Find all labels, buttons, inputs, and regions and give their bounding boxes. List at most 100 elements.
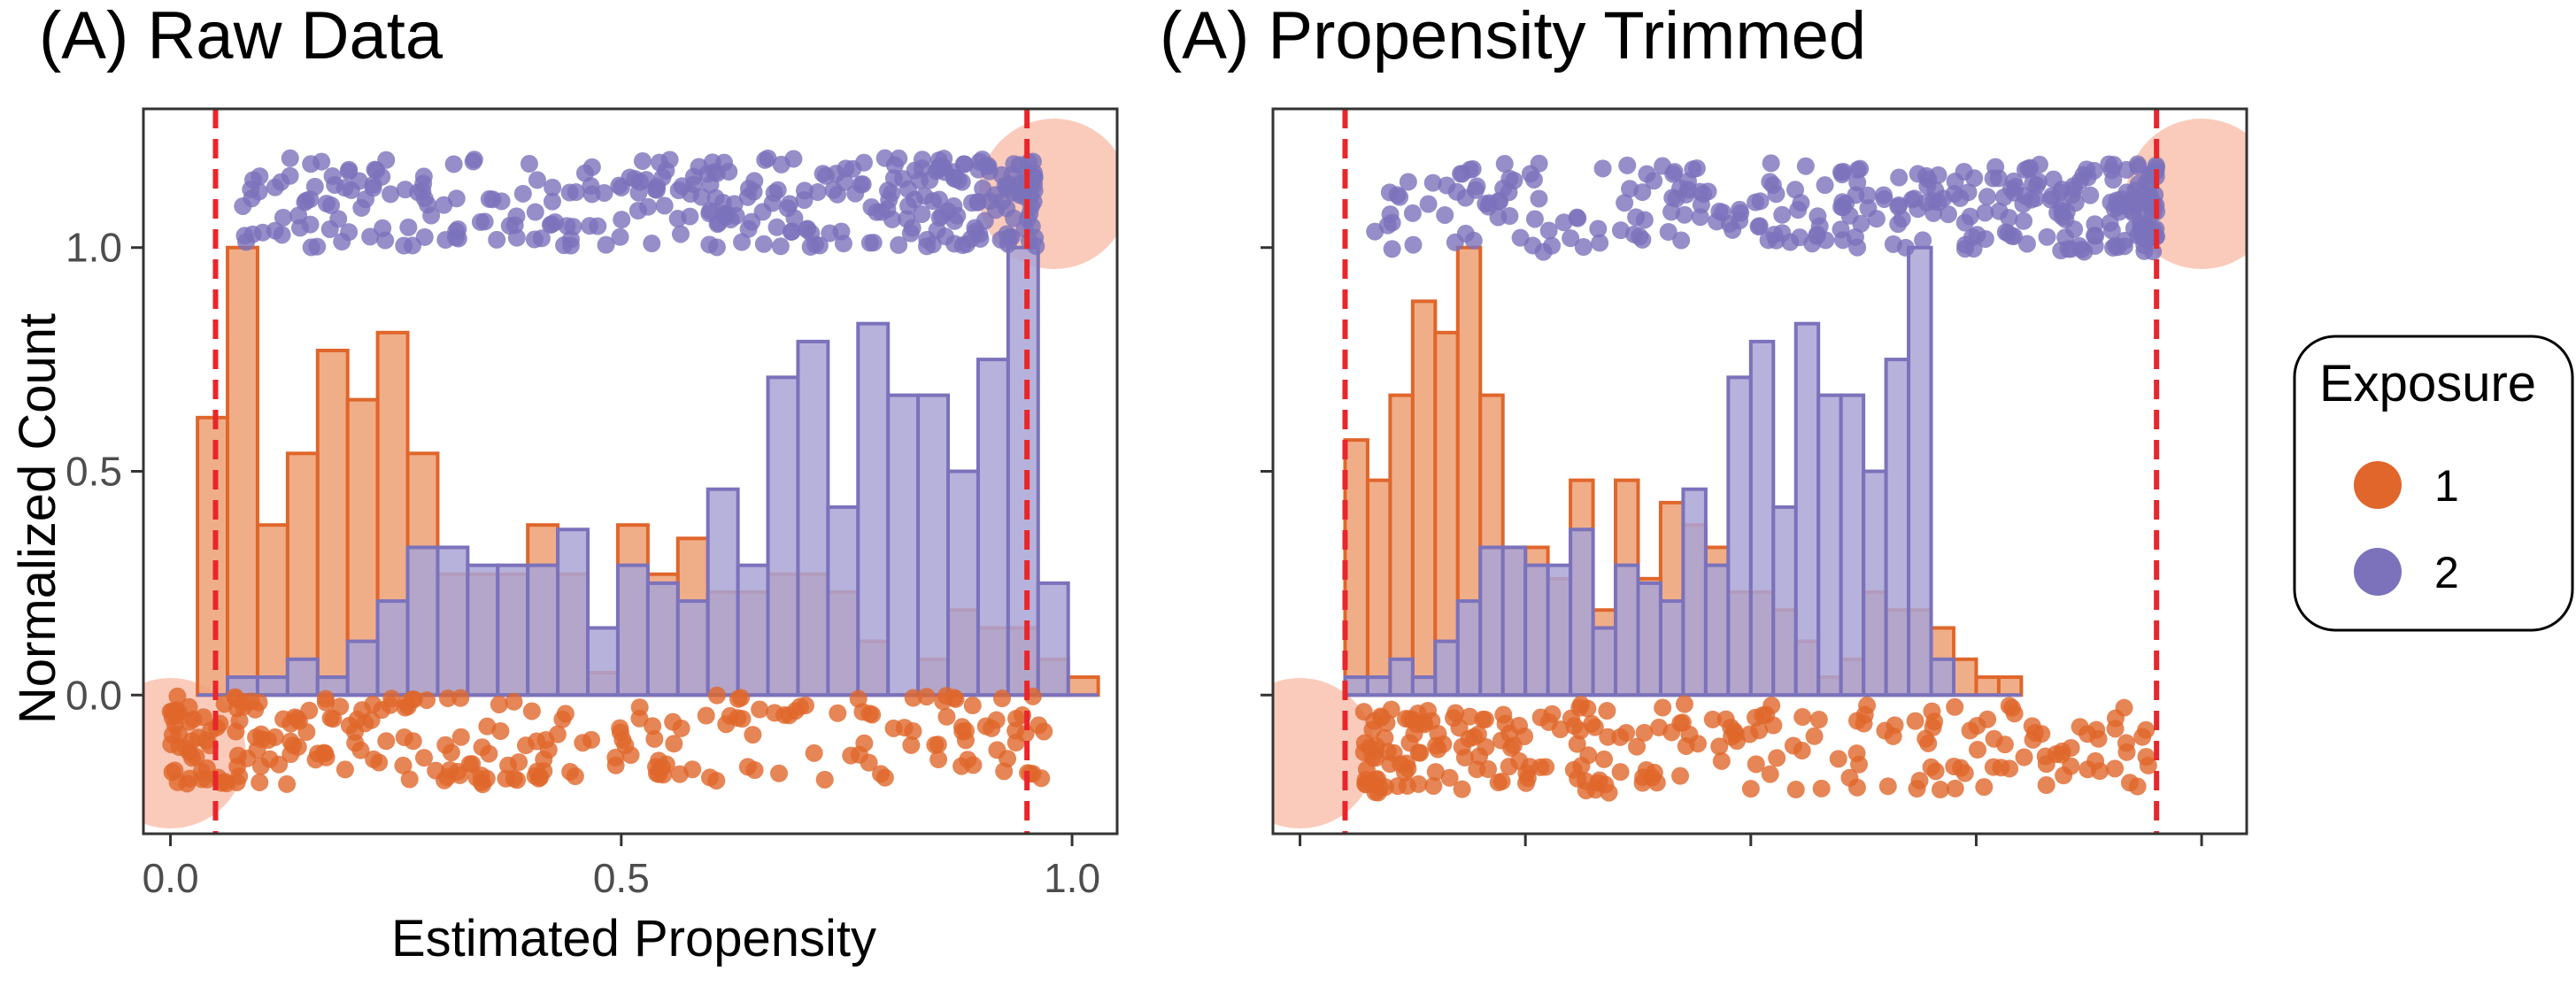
jitter-point-exposure-1 [1444, 709, 1462, 728]
histogram-bar-exposure-2 [736, 563, 770, 697]
panel-propensity-trimmed: (A) Propensity Trimmed [1160, 0, 2248, 846]
histogram-bar-exposure-2 [1703, 563, 1731, 697]
jitter-point-exposure-1 [436, 736, 455, 754]
jitter-point-exposure-2 [374, 219, 392, 237]
jitter-point-exposure-1 [999, 750, 1017, 768]
jitter-point-exposure-2 [872, 203, 891, 221]
jitter-point-exposure-1 [1671, 713, 1690, 732]
jitter-point-exposure-1 [707, 686, 726, 705]
legend-label-1: 1 [2434, 461, 2459, 511]
jitter-point-exposure-1 [1946, 697, 1964, 716]
jitter-point-exposure-2 [414, 167, 433, 186]
jitter-point-exposure-1 [1969, 741, 1987, 759]
jitter-point-exposure-1 [1400, 710, 1419, 728]
jitter-point-exposure-1 [1635, 723, 1654, 742]
jitter-point-exposure-1 [166, 715, 184, 734]
jitter-point-exposure-2 [808, 183, 827, 202]
jitter-point-exposure-2 [971, 229, 990, 248]
jitter-point-exposure-2 [1383, 240, 1401, 258]
jitter-point-exposure-1 [1465, 728, 1484, 746]
jitter-point-exposure-2 [1852, 214, 1870, 233]
jitter-point-exposure-2 [475, 212, 494, 231]
jitter-point-exposure-1 [491, 721, 510, 740]
jitter-point-exposure-1 [2137, 748, 2156, 766]
jitter-point-exposure-2 [1453, 165, 1471, 183]
jitter-point-exposure-2 [1423, 173, 1442, 192]
histogram-bar-exposure-2 [1343, 675, 1369, 697]
jitter-point-exposure-1 [478, 717, 497, 736]
jitter-point-exposure-1 [566, 767, 584, 786]
histogram-bar-exposure-1 [226, 245, 259, 697]
jitter-point-exposure-1 [770, 764, 789, 782]
jitter-point-exposure-2 [464, 152, 482, 171]
panel-raw-data: (A) Raw Data 0.0 0.5 1.0 0.0 0.5 1.0 Estimate… [9, 0, 1119, 967]
jitter-point-exposure-2 [543, 192, 561, 211]
jitter-point-exposure-1 [1537, 758, 1555, 776]
jitter-point-exposure-1 [192, 762, 211, 781]
histogram-bar-exposure-2 [826, 505, 860, 697]
jitter-point-exposure-2 [320, 220, 339, 238]
jitter-point-exposure-2 [1593, 159, 1612, 178]
jitter-point-exposure-1 [377, 732, 396, 751]
jitter-point-exposure-1 [644, 717, 662, 736]
jitter-point-exposure-1 [438, 768, 457, 787]
histogram-bar-exposure-2 [1862, 469, 1888, 697]
jitter-point-exposure-2 [633, 151, 652, 170]
jitter-point-exposure-1 [959, 751, 977, 769]
jitter-point-exposure-1 [751, 700, 769, 719]
jitter-point-exposure-1 [1675, 695, 1693, 713]
histogram-bar-exposure-2 [615, 563, 650, 697]
jitter-point-exposure-2 [1833, 231, 1852, 250]
jitter-point-exposure-2 [404, 236, 422, 255]
plot-content [143, 109, 1117, 834]
jitter-point-exposure-1 [499, 756, 518, 774]
jitter-point-exposure-2 [1562, 229, 1580, 248]
jitter-point-exposure-2 [1976, 204, 1994, 222]
jitter-point-exposure-2 [323, 167, 342, 186]
jitter-point-exposure-1 [1595, 750, 1614, 768]
jitter-point-exposure-2 [1747, 193, 1765, 212]
jitter-point-exposure-1 [1703, 710, 1722, 728]
jitter-point-exposure-2 [714, 205, 733, 224]
jitter-point-exposure-1 [1955, 764, 1974, 782]
jitter-point-exposure-1 [1598, 702, 1616, 720]
jitter-point-exposure-1 [183, 749, 202, 767]
jitter-point-exposure-2 [1005, 155, 1023, 173]
jitter-point-exposure-1 [248, 741, 266, 759]
jitter-point-exposure-2 [382, 185, 400, 204]
jitter-point-exposure-2 [1796, 157, 1815, 175]
jitter-point-exposure-2 [1789, 201, 1808, 220]
jitter-point-exposure-2 [2065, 220, 2084, 239]
jitter-point-exposure-2 [1530, 189, 1548, 208]
jitter-point-exposure-1 [266, 728, 284, 746]
jitter-point-exposure-1 [1884, 727, 1902, 745]
jitter-point-exposure-1 [2037, 775, 2055, 794]
jitter-point-exposure-2 [281, 149, 299, 167]
jitter-point-exposure-2 [771, 237, 790, 256]
jitter-point-exposure-2 [1848, 238, 1867, 257]
jitter-point-exposure-2 [597, 235, 615, 254]
jitter-point-exposure-1 [1628, 737, 1647, 756]
jitter-point-exposure-1 [1479, 760, 1498, 779]
jitter-point-exposure-1 [1805, 727, 1824, 745]
jitter-point-exposure-2 [684, 167, 703, 186]
jitter-point-exposure-1 [1984, 758, 2002, 776]
jitter-point-exposure-2 [1388, 186, 1407, 204]
jitter-point-exposure-1 [473, 738, 491, 757]
jitter-point-exposure-2 [955, 155, 974, 173]
jitter-point-exposure-1 [707, 771, 726, 790]
histogram-bar-exposure-1 [1996, 675, 2024, 697]
jitter-point-exposure-2 [507, 207, 526, 226]
jitter-point-exposure-2 [1530, 154, 1548, 173]
histogram-bar-exposure-2 [886, 393, 921, 697]
jitter-point-exposure-2 [1896, 238, 1915, 257]
jitter-point-exposure-2 [936, 227, 954, 246]
histogram-bar-exposure-2 [1388, 657, 1415, 697]
jitter-point-exposure-1 [630, 698, 649, 717]
extreme-propensity-highlight [1273, 678, 1376, 828]
jitter-point-exposure-1 [2117, 734, 2135, 752]
jitter-point-exposure-2 [561, 230, 580, 249]
jitter-point-exposure-1 [528, 732, 546, 751]
jitter-point-exposure-1 [1585, 718, 1604, 736]
jitter-point-exposure-2 [567, 183, 585, 202]
